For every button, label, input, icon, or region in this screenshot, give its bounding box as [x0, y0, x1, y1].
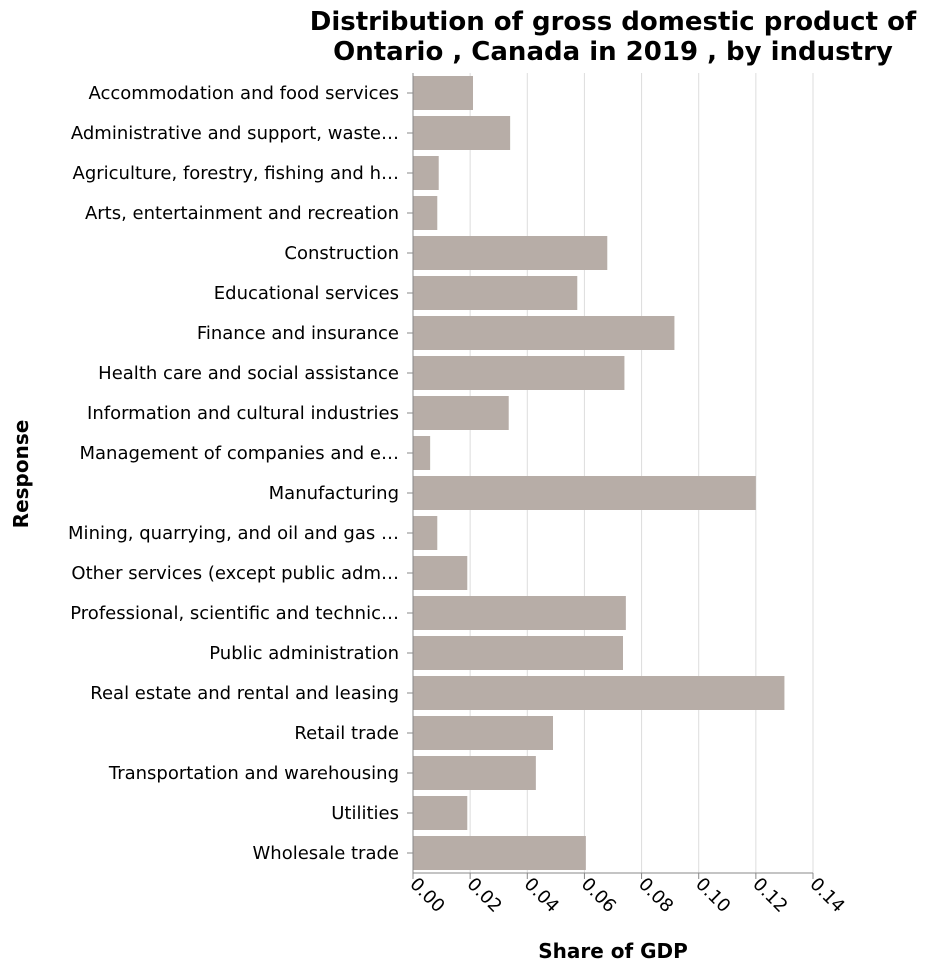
bar [413, 676, 785, 710]
axes [407, 73, 814, 879]
bar [413, 156, 439, 190]
x-tick-label: 0.00 [405, 874, 448, 917]
x-tick-label: 0.12 [748, 874, 791, 917]
y-axis-title: Response [9, 420, 33, 529]
chart-title-line-1: Distribution of gross domestic product o… [310, 7, 917, 37]
category-label: Arts, entertainment and recreation [85, 203, 399, 224]
x-axis-title: Share of GDP [538, 939, 688, 963]
category-label: Manufacturing [269, 483, 399, 504]
category-label: Other services (except public adm… [71, 563, 399, 584]
x-tick-label: 0.14 [805, 874, 848, 917]
bar [413, 636, 623, 670]
category-label: Professional, scientific and technic… [70, 603, 399, 624]
bar [413, 436, 431, 470]
category-label: Management of companies and e… [79, 443, 399, 464]
bar [413, 196, 438, 230]
bar [413, 596, 626, 630]
category-label: Real estate and rental and leasing [90, 683, 399, 704]
bar [413, 116, 511, 150]
bar [413, 836, 586, 870]
category-label: Administrative and support, waste… [71, 123, 399, 144]
gridlines [469, 73, 814, 873]
bar [413, 476, 756, 510]
category-label: Construction [284, 243, 399, 264]
category-label: Public administration [209, 643, 399, 664]
bar [413, 716, 553, 750]
category-label: Wholesale trade [253, 843, 400, 864]
category-label: Educational services [214, 283, 399, 304]
bar [413, 236, 608, 270]
x-tick-label: 0.04 [520, 874, 563, 917]
bar [413, 556, 468, 590]
chart-title-line-2: Ontario , Canada in 2019 , by industry [333, 37, 893, 67]
category-label: Accommodation and food services [89, 83, 400, 104]
chart-title: Distribution of gross domestic product o… [310, 7, 917, 67]
x-tick-labels: 0.00 0.02 0.04 0.06 0.08 0.10 0.12 0.14 [405, 874, 848, 917]
category-label: Agriculture, forestry, fishing and h… [73, 163, 399, 184]
category-label: Health care and social assistance [98, 363, 399, 384]
bar [413, 76, 473, 110]
bar [413, 796, 468, 830]
x-tick-label: 0.08 [634, 874, 677, 917]
bar [413, 516, 438, 550]
bar [413, 396, 509, 430]
category-label: Mining, quarrying, and oil and gas … [68, 523, 399, 544]
x-tick-label: 0.06 [577, 874, 620, 917]
category-label: Retail trade [294, 723, 399, 744]
category-label: Finance and insurance [197, 323, 399, 344]
category-labels: Accommodation and food services Administr… [68, 83, 399, 864]
category-label: Information and cultural industries [87, 403, 399, 424]
bars [413, 76, 785, 870]
x-tick-label: 0.10 [691, 874, 734, 917]
bar [413, 756, 536, 790]
bar [413, 356, 625, 390]
bar [413, 316, 675, 350]
category-label: Transportation and warehousing [108, 763, 399, 784]
category-label: Utilities [331, 803, 399, 824]
bar [413, 276, 578, 310]
x-tick-label: 0.02 [463, 874, 506, 917]
